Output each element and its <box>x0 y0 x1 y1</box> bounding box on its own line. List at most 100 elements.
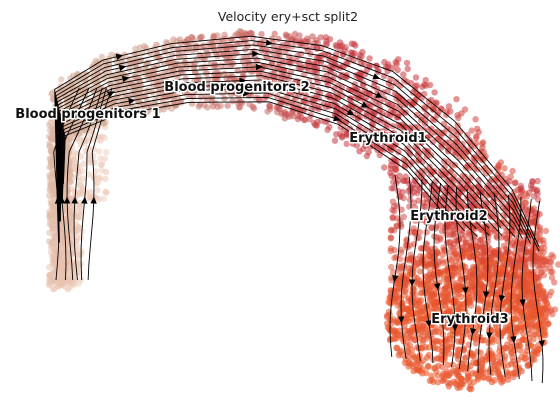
cell-point <box>471 143 478 150</box>
cell-point <box>462 240 469 247</box>
cell-point <box>504 292 512 299</box>
cell-point <box>425 351 433 359</box>
cell-point <box>250 105 258 112</box>
cell-point <box>488 315 495 322</box>
cell-point <box>399 335 406 342</box>
cell-point <box>255 95 262 102</box>
cell-point <box>300 116 308 124</box>
cell-point <box>401 163 409 171</box>
cell-point <box>508 349 515 356</box>
cell-point <box>47 119 54 126</box>
cell-point <box>388 277 395 284</box>
cell-point <box>423 229 430 236</box>
cell-point <box>405 349 412 356</box>
velocity-streamline <box>422 180 434 364</box>
cell-point <box>245 58 252 65</box>
cell-point <box>443 204 450 212</box>
cell-point <box>246 89 253 96</box>
cell-point <box>396 268 403 275</box>
cell-point <box>533 258 541 265</box>
cell-point <box>98 161 106 168</box>
velocity-arrowhead <box>409 279 416 287</box>
cell-point <box>389 64 396 72</box>
cell-point <box>546 258 554 265</box>
cell-point <box>445 103 453 110</box>
cell-point <box>371 109 378 116</box>
velocity-arrowhead <box>239 77 247 84</box>
velocity-streamline <box>59 75 503 236</box>
cell-point <box>424 212 431 219</box>
cell-point <box>393 285 400 293</box>
cell-point <box>475 176 483 184</box>
cell-point <box>476 311 484 319</box>
cell-point <box>525 189 533 196</box>
velocity-streamline <box>455 186 467 370</box>
cell-point <box>76 199 84 206</box>
cell-point <box>48 169 56 177</box>
cell-point <box>366 90 373 97</box>
cell-point <box>441 338 449 345</box>
cell-point <box>446 380 454 387</box>
cell-point <box>415 197 422 204</box>
velocity-arrowhead <box>462 287 469 295</box>
cell-point <box>502 194 510 201</box>
cell-point <box>414 170 422 177</box>
velocity-arrowhead <box>451 324 459 332</box>
velocity-arrowhead <box>128 98 136 105</box>
cell-point <box>473 316 481 323</box>
cell-point <box>387 245 395 252</box>
cell-point <box>501 223 508 230</box>
cell-point <box>445 372 453 379</box>
cell-point <box>472 116 479 123</box>
cell-point <box>170 36 177 43</box>
cell-point <box>396 255 404 263</box>
cell-point <box>348 40 355 47</box>
cell-point <box>212 100 219 107</box>
cell-point <box>430 100 437 107</box>
velocity-arrowhead <box>470 328 477 336</box>
cell-point <box>412 291 419 299</box>
cell-point <box>432 261 439 269</box>
cell-point <box>391 254 398 262</box>
cell-point <box>452 263 459 270</box>
cell-point <box>341 47 349 54</box>
cell-point <box>475 305 482 312</box>
cell-point <box>66 168 74 175</box>
cell-point <box>477 279 484 286</box>
cell-point <box>115 104 123 111</box>
cluster-labels: Blood progenitors 1 Blood progenitors 2 … <box>14 79 510 329</box>
cell-point <box>46 271 53 279</box>
cell-point <box>159 96 166 103</box>
cell-point <box>396 104 404 111</box>
cell-point <box>447 238 454 246</box>
cell-point <box>517 342 524 350</box>
cell-point <box>499 329 506 337</box>
cell-point <box>239 69 246 76</box>
cell-point <box>301 97 308 104</box>
cell-point <box>275 105 283 113</box>
cell-point <box>101 134 109 141</box>
cell-point <box>76 137 83 144</box>
cell-point <box>50 203 57 210</box>
cell-point <box>531 251 538 259</box>
cell-point <box>542 311 550 319</box>
cell-point <box>190 84 197 91</box>
cell-point <box>142 109 149 116</box>
cell-point <box>518 187 526 195</box>
cell-point <box>154 81 162 88</box>
cell-point <box>454 130 461 138</box>
cell-point <box>463 267 470 275</box>
cell-point <box>405 359 412 367</box>
cell-point <box>196 78 204 85</box>
cell-point <box>503 234 510 242</box>
cell-point <box>477 364 484 371</box>
cell-point <box>428 372 435 379</box>
cell-point <box>422 82 429 89</box>
cell-point <box>522 199 529 207</box>
velocity-arrowhead <box>425 320 432 328</box>
cell-point <box>549 311 556 318</box>
cell-point <box>218 81 226 89</box>
cell-point <box>162 74 169 81</box>
cell-point <box>458 293 465 300</box>
